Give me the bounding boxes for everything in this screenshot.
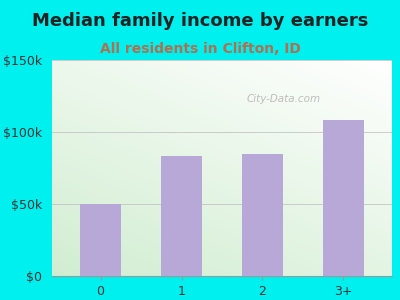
Bar xyxy=(80,204,121,276)
Text: Median family income by earners: Median family income by earners xyxy=(32,12,368,30)
Text: City-Data.com: City-Data.com xyxy=(246,94,320,104)
Text: All residents in Clifton, ID: All residents in Clifton, ID xyxy=(100,42,300,56)
Bar xyxy=(161,157,202,276)
Bar xyxy=(242,154,283,276)
Bar xyxy=(323,121,364,276)
